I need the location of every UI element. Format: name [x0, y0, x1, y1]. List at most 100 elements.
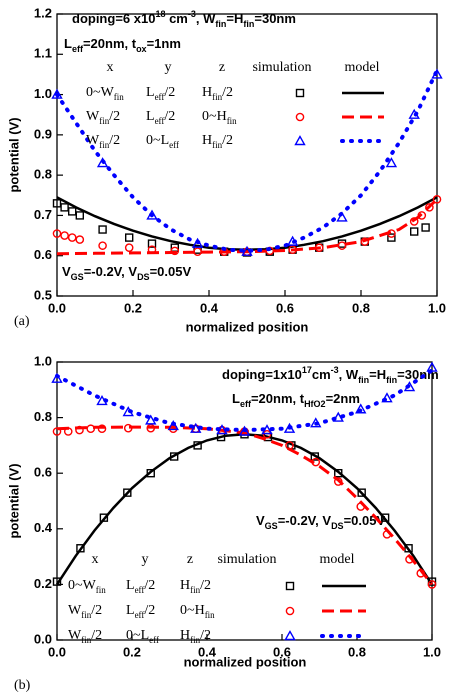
text-run: , W — [196, 11, 216, 26]
marker-square — [357, 488, 366, 497]
marker-circle — [333, 477, 343, 486]
marker-triangle — [238, 425, 251, 436]
legend-cell: Hfin/2 — [202, 133, 233, 150]
y-tick-label: 0.5 — [34, 287, 52, 302]
marker-circle — [311, 457, 321, 467]
y-tick-label: 0.7 — [34, 207, 52, 222]
text-run: L — [64, 36, 72, 51]
text-run: fin — [96, 585, 106, 595]
model-line — [55, 68, 439, 253]
legend-cell: Wfin/2 — [86, 133, 120, 150]
marker-circle — [67, 233, 77, 242]
text-run: L — [232, 391, 240, 406]
marker-circle — [432, 195, 442, 204]
marker-circle — [98, 241, 107, 250]
marker-triangle — [408, 108, 420, 119]
text-run: fin — [386, 375, 397, 385]
text-run: =0.05V — [150, 264, 192, 279]
legend-marker — [285, 606, 295, 616]
text-run: /2 — [222, 133, 233, 148]
text-run: =1nm — [147, 36, 181, 51]
text-run: doping=1x10 — [222, 367, 302, 382]
x-tick-label: 0.2 — [124, 300, 142, 315]
text-run: /2 — [164, 85, 175, 100]
marker-circle — [124, 243, 134, 252]
marker-square — [123, 488, 132, 497]
model-line — [56, 196, 438, 251]
legend-cell: Wfin/2 — [86, 109, 120, 126]
marker-circle — [425, 203, 434, 212]
text-run: , W — [339, 367, 359, 382]
x-tick-label: 0.6 — [276, 300, 294, 315]
x-tick-label: 0.4 — [198, 644, 217, 659]
legend-header: simulation — [252, 60, 311, 75]
marker-square — [124, 233, 134, 242]
marker-square — [193, 441, 202, 450]
legend-cell: Leff/2 — [126, 603, 155, 620]
marker-triangle — [355, 403, 367, 414]
y-tick-label: 0.4 — [34, 520, 53, 535]
text-run: W — [68, 628, 82, 643]
text-run: H — [180, 628, 190, 643]
marker-square — [310, 452, 320, 461]
marker-circle — [75, 425, 84, 435]
marker-triangle — [336, 211, 348, 222]
text-run: ox — [136, 44, 147, 54]
legend-marker — [284, 630, 296, 641]
text-run: L — [126, 578, 135, 593]
text-run: fin — [358, 375, 369, 385]
text-run: eff — [149, 635, 159, 645]
legend-cell: Leff/2 — [146, 109, 175, 126]
marker-square — [404, 544, 413, 553]
marker-square — [410, 227, 419, 236]
marker-square — [169, 452, 179, 461]
plot-frame — [56, 361, 433, 641]
model-line — [55, 368, 434, 433]
legend-cell: Leff/2 — [146, 85, 175, 102]
marker-triangle — [191, 237, 204, 248]
marker-triangle — [167, 420, 179, 431]
legend-header: x — [107, 60, 114, 75]
marker-circle — [86, 424, 96, 434]
text-run: 0~H — [180, 603, 205, 618]
legend-header: model — [345, 60, 380, 75]
y-axis-label: potential (V) — [6, 117, 21, 192]
marker-square — [75, 211, 85, 220]
text-run: eff — [72, 44, 84, 54]
text-run: HfO2 — [304, 399, 326, 409]
text-run: DS — [137, 272, 150, 282]
text-run: /2 — [109, 133, 120, 148]
legend-marker — [295, 112, 305, 122]
annotation: VGS=-0.2V, VDS=0.05V — [256, 513, 385, 531]
marker-triangle — [96, 394, 108, 406]
marker-square — [76, 544, 85, 553]
marker-triangle — [51, 88, 63, 99]
text-run: =H — [226, 11, 243, 26]
text-run: W — [86, 109, 100, 124]
text-run: =20nm, t — [251, 391, 305, 406]
marker-triangle — [190, 422, 202, 433]
text-run: H — [202, 133, 212, 148]
marker-triangle — [96, 157, 109, 168]
marker-circle — [97, 424, 107, 434]
text-run: L — [146, 109, 155, 124]
legend-cell: 0~Leff — [146, 133, 179, 150]
marker-square — [334, 469, 343, 478]
y-tick-label: 1.0 — [34, 353, 52, 368]
text-run: 0~L — [146, 133, 169, 148]
text-run: /2 — [91, 628, 102, 643]
marker-square — [427, 577, 437, 586]
text-run: -3 — [188, 9, 196, 19]
text-run: V — [62, 264, 71, 279]
text-run: fin — [215, 19, 226, 29]
marker-triangle — [332, 411, 344, 422]
plot-frame — [56, 13, 438, 297]
marker-triangle — [403, 381, 416, 392]
marker-triangle — [385, 157, 398, 168]
marker-circle — [193, 247, 202, 256]
y-tick-label: 0.6 — [34, 247, 52, 262]
y-axis-label: potential (V) — [6, 463, 21, 538]
marker-square — [99, 513, 109, 522]
y-tick-label: 1.0 — [34, 86, 52, 101]
